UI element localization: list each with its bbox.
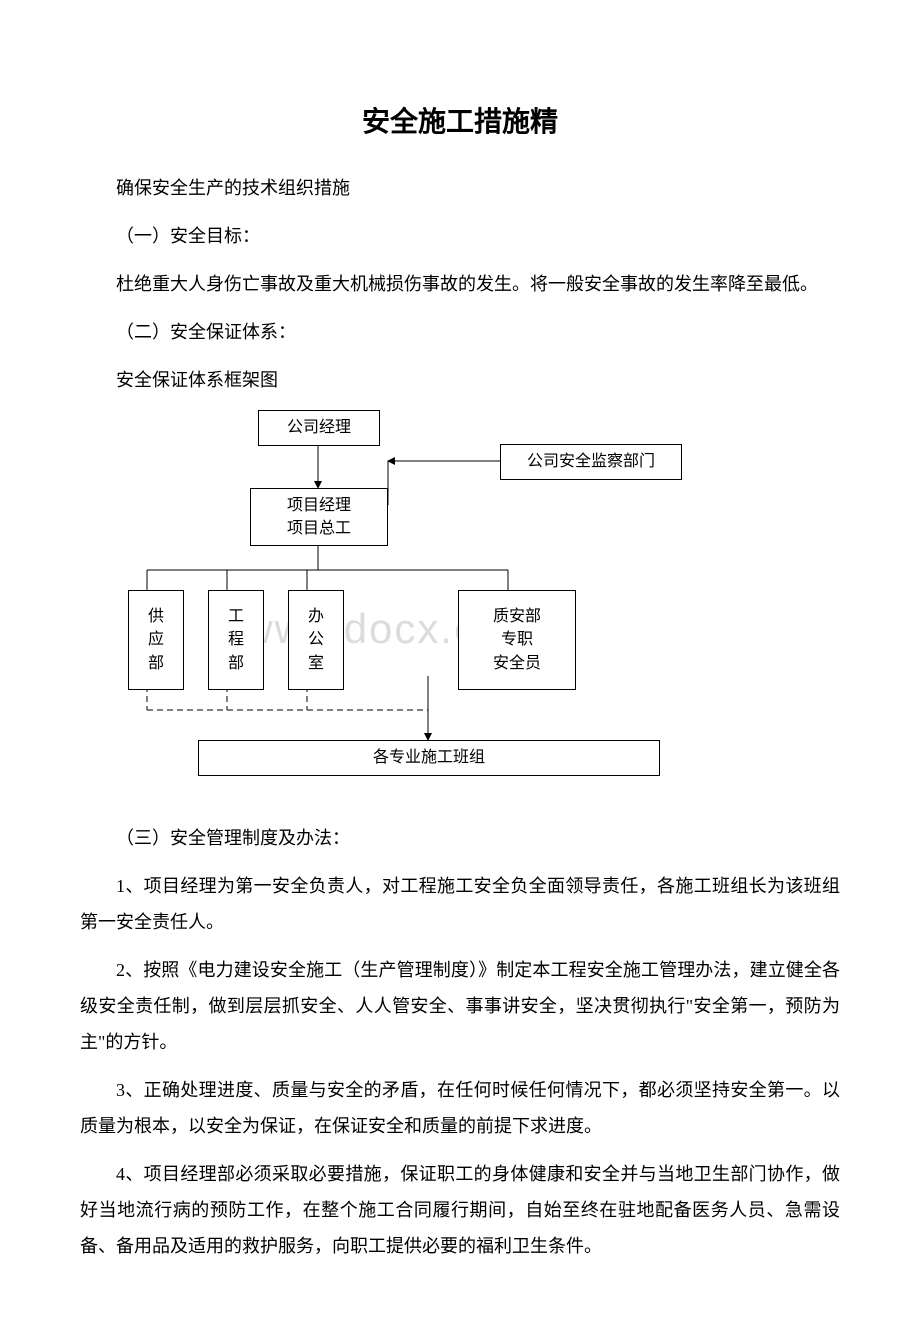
paragraph: 确保安全生产的技术组织措施 [80, 170, 840, 206]
node-label: 项目总工 [287, 517, 351, 540]
node-supply-dept: 供 应 部 [128, 590, 184, 690]
paragraph: 安全保证体系框架图 [80, 362, 840, 398]
node-label: 安全员 [493, 652, 541, 675]
node-label: 公 [308, 628, 324, 651]
node-label: 部 [228, 652, 244, 675]
node-label: 专职 [501, 628, 533, 651]
node-label: 室 [308, 652, 324, 675]
paragraph: （一）安全目标： [80, 218, 840, 254]
paragraph: 1、项目经理为第一安全负责人，对工程施工安全负全面领导责任，各施工班组长为该班组… [80, 868, 840, 940]
paragraph: 杜绝重大人身伤亡事故及重大机械损伤事故的发生。将一般安全事故的发生率降至最低。 [80, 266, 840, 302]
paragraph: 3、正确处理进度、质量与安全的矛盾，在任何时候任何情况下，都必须坚持安全第一。以… [80, 1072, 840, 1144]
node-label: 应 [148, 628, 164, 651]
node-label: 供 [148, 605, 164, 628]
node-engineering-dept: 工 程 部 [208, 590, 264, 690]
node-label: 公司经理 [287, 416, 351, 439]
node-label: 办 [308, 605, 324, 628]
node-label: 工 [228, 605, 244, 628]
paragraph: （三）安全管理制度及办法： [80, 820, 840, 856]
node-quality-safety-dept: 质安部 专职 安全员 [458, 590, 576, 690]
node-label: 部 [148, 652, 164, 675]
page-title: 安全施工措施精 [80, 100, 840, 140]
node-label: 各专业施工班组 [373, 746, 485, 769]
node-label: 程 [228, 628, 244, 651]
node-safety-monitor-dept: 公司安全监察部门 [500, 444, 682, 480]
node-construction-teams: 各专业施工班组 [198, 740, 660, 776]
paragraph: （二）安全保证体系： [80, 314, 840, 350]
paragraph: 4、项目经理部必须采取必要措施，保证职工的身体健康和安全并与当地卫生部门协作，做… [80, 1156, 840, 1264]
org-chart: www.bdocx.com [80, 410, 840, 790]
node-label: 质安部 [493, 605, 541, 628]
node-project-manager: 项目经理 项目总工 [250, 488, 388, 546]
node-office: 办 公 室 [288, 590, 344, 690]
node-label: 公司安全监察部门 [527, 450, 655, 473]
node-label: 项目经理 [287, 494, 351, 517]
node-company-manager: 公司经理 [258, 410, 380, 446]
paragraph: 2、按照《电力建设安全施工（生产管理制度）》制定本工程安全施工管理办法，建立健全… [80, 952, 840, 1060]
